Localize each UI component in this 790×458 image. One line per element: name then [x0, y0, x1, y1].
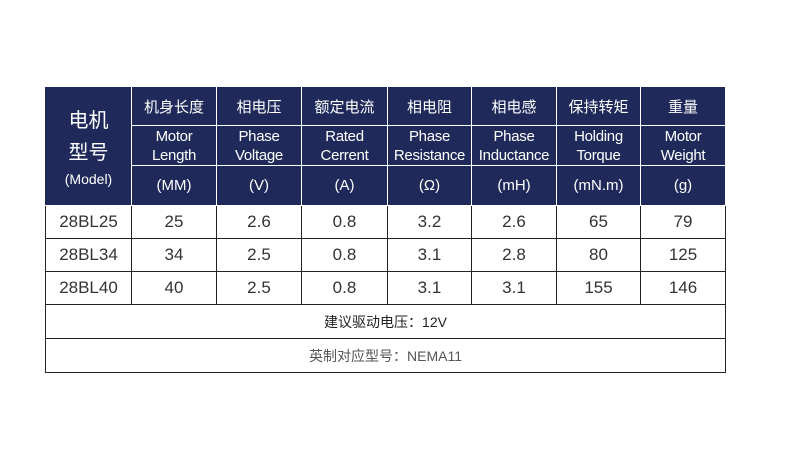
- value-cell: 65: [556, 205, 641, 239]
- drive-voltage-note: 建议驱动电压：12V: [45, 304, 726, 339]
- column-header-en: Phase Inductance: [471, 125, 557, 166]
- column-header-en: Motor Weight: [640, 125, 726, 166]
- column-header-en-line2: Voltage: [235, 146, 283, 164]
- value-cell: 0.8: [301, 205, 388, 239]
- column-header-en-line1: Phase: [408, 127, 451, 145]
- column-unit: (g): [640, 165, 726, 206]
- column-header-zh: 额定电流: [301, 86, 388, 126]
- column-header-en-line1: Phase: [238, 127, 280, 145]
- column-header-en-line1: Rated: [325, 127, 364, 145]
- column-unit: (mH): [471, 165, 557, 206]
- column-header-en: Holding Torque: [556, 125, 641, 166]
- header-row-chinese: 电机 型号 (Model) 机身长度 相电压 额定电流 相电阻 相电感 保持转矩 重量: [45, 86, 726, 206]
- column-header-en: Phase Voltage: [216, 125, 302, 166]
- header-row-units: (MM) (V) (A) (Ω) (mH) (mN.m) (g): [46, 165, 726, 206]
- value-cell: 3.1: [387, 238, 472, 272]
- model-label-en: (Model): [64, 171, 113, 187]
- column-header-en-line1: Motor: [664, 127, 702, 145]
- drive-voltage-note-row: 建议驱动电压：12V: [45, 304, 726, 339]
- column-header-en-line1: Motor: [155, 127, 193, 145]
- value-cell: 25: [131, 205, 217, 239]
- column-header-en: Phase Resistance: [387, 125, 472, 166]
- value-cell: 0.8: [301, 271, 388, 305]
- column-header-zh: 相电阻: [387, 86, 472, 126]
- value-cell: 3.1: [471, 271, 557, 305]
- table-row: 28BL40 40 2.5 0.8 3.1 3.1 155 146: [45, 271, 726, 305]
- value-cell: 79: [640, 205, 726, 239]
- value-cell: 155: [556, 271, 641, 305]
- model-cell: 28BL34: [45, 238, 132, 272]
- value-cell: 0.8: [301, 238, 388, 272]
- value-cell: 34: [131, 238, 217, 272]
- column-unit: (Ω): [387, 165, 472, 206]
- value-cell: 40: [131, 271, 217, 305]
- column-header-en-line2: Torque: [576, 146, 621, 164]
- column-header-zh: 相电压: [216, 86, 302, 126]
- header-row-english: Motor Length Phase Voltage Rated Cerrent Phase…: [46, 125, 726, 166]
- column-header-en-line2: Cerrent: [320, 146, 369, 164]
- model-cell: 28BL40: [45, 271, 132, 305]
- column-unit: (MM): [131, 165, 217, 206]
- column-header-en: Motor Length: [131, 125, 217, 166]
- column-header-zh: 保持转矩: [556, 86, 641, 126]
- column-header-en-line2: Weight: [660, 146, 706, 164]
- column-header-en-line1: Holding: [574, 127, 623, 145]
- model-label-zh-1: 电机: [68, 110, 109, 132]
- column-header-zh: 重量: [640, 86, 726, 126]
- motor-spec-table: 电机 型号 (Model) 机身长度 相电压 额定电流 相电阻 相电感 保持转矩 重量 Mo…: [45, 86, 726, 373]
- column-header-en-line2: Resistance: [393, 146, 466, 164]
- value-cell: 2.6: [216, 205, 302, 239]
- column-unit: (mN.m): [556, 165, 641, 206]
- value-cell: 3.1: [387, 271, 472, 305]
- table-row: 28BL25 25 2.6 0.8 3.2 2.6 65 79: [45, 205, 726, 239]
- model-label-zh-2: 型号: [68, 142, 109, 164]
- value-cell: 2.8: [471, 238, 557, 272]
- model-cell: 28BL25: [45, 205, 132, 239]
- column-unit: (V): [216, 165, 302, 206]
- column-header-zh: 相电感: [471, 86, 557, 126]
- value-cell: 80: [556, 238, 641, 272]
- column-header-en-line1: Phase: [493, 127, 535, 145]
- nema-note: 英制对应型号：NEMA11: [45, 338, 726, 373]
- column-header-en-line2: Inductance: [478, 146, 550, 164]
- value-cell: 125: [640, 238, 726, 272]
- nema-note-row: 英制对应型号：NEMA11: [45, 338, 726, 373]
- column-header-zh: 机身长度: [131, 86, 217, 126]
- value-cell: 2.6: [471, 205, 557, 239]
- column-header-en: Rated Cerrent: [301, 125, 388, 166]
- column-unit: (A): [301, 165, 388, 206]
- column-header-en-line2: Length: [151, 146, 197, 164]
- model-header-cell: 电机 型号 (Model): [45, 86, 132, 206]
- value-cell: 3.2: [387, 205, 472, 239]
- table-row: 28BL34 34 2.5 0.8 3.1 2.8 80 125: [45, 238, 726, 272]
- value-cell: 2.5: [216, 271, 302, 305]
- value-cell: 2.5: [216, 238, 302, 272]
- value-cell: 146: [640, 271, 726, 305]
